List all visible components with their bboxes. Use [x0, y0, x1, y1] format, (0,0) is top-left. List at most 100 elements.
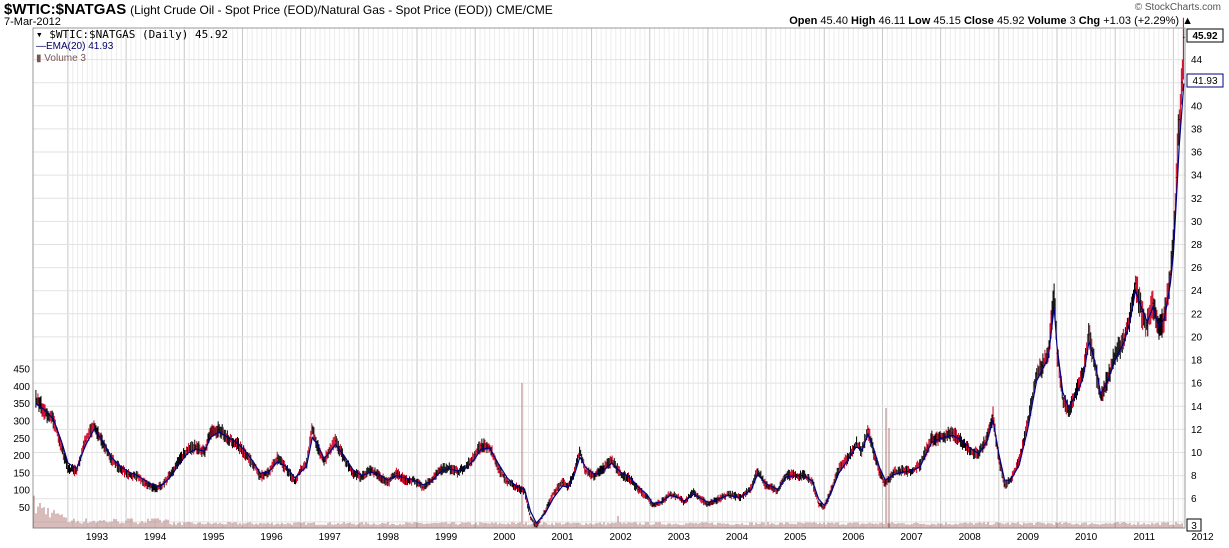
price-point [707, 503, 709, 506]
price-point [902, 470, 904, 472]
price-point [977, 454, 980, 456]
price-point [544, 510, 546, 513]
price-point [1100, 397, 1102, 399]
y-left-tick-label: 100 [13, 486, 30, 497]
volume-value: 3 [1069, 15, 1076, 27]
legend-price: ▾ $WTIC:$NATGAS (Daily) 45.92 [36, 29, 228, 41]
price-point [311, 427, 313, 429]
price-point [1175, 176, 1177, 179]
low-value: 45.15 [933, 15, 961, 27]
ema-line [35, 83, 1185, 525]
x-tick-label: 2006 [842, 532, 865, 543]
legend-volume-text: Volume 3 [44, 53, 86, 64]
x-tick-label: 2012 [1191, 532, 1214, 543]
price-point [855, 442, 857, 444]
price-point [480, 444, 482, 447]
price-point [1114, 354, 1116, 357]
price-point [1027, 421, 1029, 424]
price-point [361, 476, 363, 478]
price-point [439, 469, 441, 471]
price-point [951, 432, 953, 434]
price-point [553, 492, 555, 494]
chart-title: $WTIC:$NATGAS (Light Crude Oil - Spot Pr… [4, 1, 553, 18]
price-point [785, 473, 788, 476]
price-point [1088, 334, 1090, 336]
open-label: Open [789, 15, 818, 27]
price-point [387, 481, 389, 484]
price-point [925, 449, 927, 451]
price-point [637, 488, 639, 491]
price-point [448, 466, 450, 469]
price-point [1004, 484, 1006, 486]
y-right-tick-label: 32 [1191, 194, 1203, 205]
price-point [1123, 338, 1125, 340]
price-point [1036, 373, 1038, 375]
x-tick-label: 2005 [784, 532, 807, 543]
price-point [1076, 388, 1078, 390]
x-tick-label: 2003 [668, 532, 691, 543]
price-point [285, 468, 287, 470]
symbol-description: (Light Crude Oil - Spot Price (EOD)/Natu… [130, 3, 493, 17]
open-value: 45.40 [820, 15, 848, 27]
price-point [1146, 324, 1148, 326]
chart-grid [33, 28, 1185, 528]
chart-legend: ▾ $WTIC:$NATGAS (Daily) 45.92 —EMA(20) 4… [36, 29, 228, 65]
price-point [846, 457, 849, 459]
price-point [1183, 36, 1185, 38]
y-left-tick-label: 450 [13, 365, 30, 376]
price-point [838, 468, 840, 470]
price-point [67, 468, 69, 470]
y-right-tick-label: 18 [1191, 356, 1203, 367]
legend-price-text: $WTIC:$NATGAS (Daily) 45.92 [49, 28, 229, 41]
y-axis-left-volume: 50 100 150 200 250 300 350 400 450 [13, 365, 30, 515]
y-right-tick-label: 44 [1191, 55, 1203, 66]
x-tick-label: 2004 [726, 532, 749, 543]
price-point [823, 507, 825, 509]
x-tick-label: 2000 [493, 532, 516, 543]
price-swatch-icon: ▾ [36, 28, 43, 41]
price-point [535, 525, 537, 528]
price-point [884, 483, 886, 485]
y-right-tick-label: 38 [1191, 124, 1203, 135]
close-label: Close [963, 15, 994, 27]
price-point [1181, 82, 1183, 84]
x-tick-label: 1993 [86, 532, 109, 543]
x-tick-label: 2008 [959, 532, 982, 543]
price-point [931, 438, 933, 440]
y-right-tick-label: 14 [1191, 402, 1203, 413]
chart-date: 7-Mar-2012 [4, 16, 61, 28]
price-point [497, 468, 500, 470]
price-point [1041, 365, 1044, 367]
y-left-tick-label: 300 [13, 416, 30, 427]
price-point [585, 470, 587, 472]
price-point [893, 471, 895, 473]
price-point [1053, 292, 1055, 294]
ema-tag: 41.93 [1186, 73, 1224, 88]
price-point [209, 431, 212, 433]
price-point [727, 493, 729, 495]
x-tick-label: 2010 [1075, 532, 1098, 543]
x-tick-label: 2009 [1017, 532, 1040, 543]
x-tick-label: 1998 [377, 532, 400, 543]
price-point [300, 469, 302, 471]
x-tick-label: 2002 [610, 532, 633, 543]
price-point [276, 457, 278, 459]
y-right-tick-label: 24 [1191, 286, 1203, 297]
price-point [110, 458, 113, 461]
price-point [259, 476, 261, 478]
price-point [154, 487, 156, 489]
price-point [1152, 302, 1154, 305]
y-right-tick-label: 28 [1191, 240, 1203, 251]
price-point [253, 464, 255, 466]
volume-swatch-icon: ▮ [36, 53, 42, 64]
price-point [1062, 398, 1064, 400]
price-point [84, 440, 86, 442]
low-label: Low [908, 15, 931, 27]
price-point [992, 414, 994, 417]
price-point [506, 480, 508, 482]
chg-label: Chg [1078, 15, 1101, 27]
x-tick-label: 1994 [144, 532, 167, 543]
price-point [969, 449, 971, 451]
y-right-tick-label: 30 [1191, 217, 1203, 228]
